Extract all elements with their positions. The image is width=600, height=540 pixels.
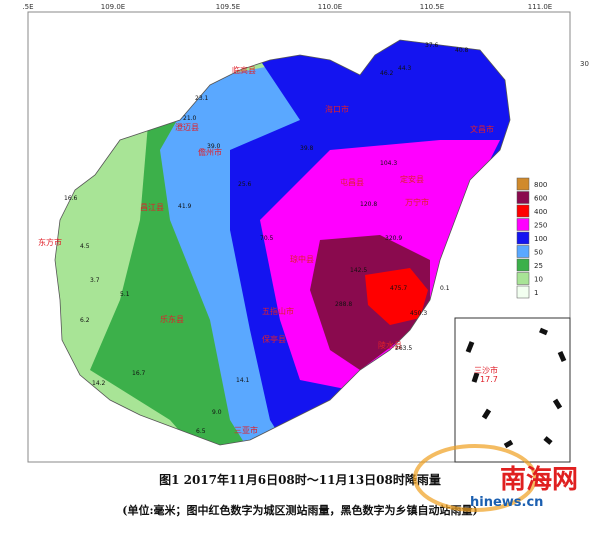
legend-swatch	[516, 177, 530, 191]
station-value: 263.5	[395, 345, 412, 352]
legend-swatch	[516, 245, 530, 258]
caption: 图1 2017年11月6日08时～11月13日08时降雨量	[159, 472, 441, 487]
inset-boundary	[465, 327, 567, 449]
legend: 800 600 400 250 100 50 25 10 1	[516, 177, 547, 299]
station-value: 14.2	[92, 380, 106, 387]
station-value: 44.3	[398, 65, 412, 72]
city-label: 东方市	[38, 237, 62, 247]
station-value: 41.9	[178, 203, 192, 210]
station-value: 46.2	[380, 70, 394, 77]
rain-zones	[55, 40, 510, 445]
legend-swatch	[516, 218, 530, 231]
island-outline	[54, 39, 511, 446]
legend-swatch	[516, 285, 530, 299]
legend-swatch	[516, 272, 530, 285]
legend-swatch	[516, 231, 530, 245]
station-value: 39.0	[207, 143, 221, 150]
legend-swatch	[516, 191, 530, 204]
city-label: 文昌市	[470, 124, 494, 134]
station-value: 40.8	[455, 47, 469, 54]
legend-label: 1	[534, 289, 538, 297]
station-value: 0.1	[440, 285, 450, 292]
station-value: 320.9	[385, 235, 402, 242]
city-label: 昌江县	[140, 203, 164, 212]
station-value: 39.8	[300, 145, 314, 152]
station-value: 450.3	[410, 310, 427, 317]
legend-swatch	[516, 258, 530, 272]
station-value: 16.6	[64, 195, 78, 202]
axis-label: .5E	[22, 3, 33, 11]
axis-label: 110.0E	[318, 3, 342, 11]
legend-label: 100	[534, 235, 547, 243]
station-value: 23.1	[195, 95, 209, 102]
legend-label: 10	[534, 276, 543, 284]
city-label: 保亭县	[262, 334, 286, 344]
station-value: 5.1	[120, 291, 130, 298]
station-value: 21.0	[183, 115, 197, 122]
station-value: 475.7	[390, 285, 407, 292]
city-label: 万宁市	[405, 197, 429, 207]
watermark-url: hinews.cn	[470, 495, 543, 510]
city-label: 三沙市	[474, 365, 498, 375]
legend-swatch	[516, 204, 530, 218]
station-value: 6.2	[80, 317, 90, 324]
axis-label: 111.0E	[528, 3, 552, 11]
city-label: 澄迈县	[175, 122, 199, 132]
station-value: 288.8	[335, 301, 352, 308]
city-label: 临高县	[232, 65, 256, 75]
station-value: 70.5	[260, 235, 274, 242]
legend-label: 400	[534, 208, 547, 216]
station-value: 9.0	[212, 409, 222, 416]
city-label: 三亚市	[234, 425, 258, 435]
legend-label: 600	[534, 195, 547, 203]
legend-label: 800	[534, 181, 547, 189]
inset-frame	[454, 317, 571, 463]
station-value: 3.7	[90, 277, 100, 284]
city-label: 海口市	[325, 104, 349, 114]
legend-label: 50	[534, 249, 543, 257]
station-value: 25.6	[238, 181, 252, 188]
station-value: 14.1	[236, 377, 250, 384]
watermark-ring	[413, 444, 537, 512]
city-label: 五指山市	[262, 306, 294, 316]
station-value: 16.7	[132, 370, 146, 377]
station-value: 104.3	[380, 160, 397, 167]
station-value: 4.5	[80, 243, 90, 250]
city-label: 陵水县	[378, 340, 402, 350]
city-label: 定安县	[400, 174, 424, 184]
caption: (单位:毫米；图中红色数字为城区测站雨量，黑色数字为乡镇自动站雨量)	[122, 503, 477, 517]
city-label: 琼中县	[290, 254, 314, 264]
legend-label: 25	[534, 262, 543, 270]
station-value: 6.5	[196, 428, 206, 435]
city-value: 17.7	[480, 375, 498, 384]
city-label: 屯昌县	[340, 177, 364, 187]
axis-label: 109.5E	[216, 3, 240, 11]
axis-label: 110.5E	[420, 3, 444, 11]
axis-label: 109.0E	[101, 3, 125, 11]
axis-label: 30	[580, 60, 589, 68]
watermark: 南海网	[500, 465, 578, 495]
city-label: 乐东县	[160, 314, 184, 324]
legend-label: 250	[534, 222, 547, 230]
station-value: 37.6	[425, 42, 439, 49]
station-value: 142.5	[350, 267, 367, 274]
station-value: 120.8	[360, 201, 377, 208]
city-label: 儋州市	[198, 147, 222, 157]
